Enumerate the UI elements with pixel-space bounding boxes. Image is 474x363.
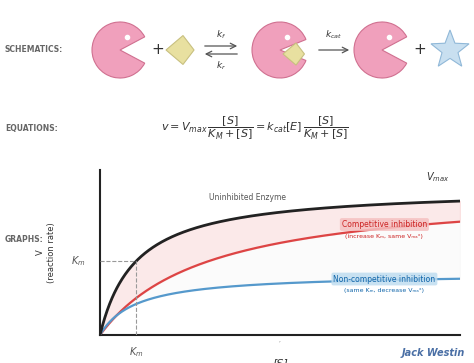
Text: +: + xyxy=(414,42,427,57)
Text: (same Kₘ, decrease Vₘₐˣ): (same Kₘ, decrease Vₘₐˣ) xyxy=(345,288,424,293)
Text: SCHEMATICS:: SCHEMATICS: xyxy=(5,45,63,54)
Text: Uninhibited Enzyme: Uninhibited Enzyme xyxy=(209,193,286,203)
Text: [S]: [S] xyxy=(272,358,288,363)
Wedge shape xyxy=(354,22,407,78)
Text: Jack Westin: Jack Westin xyxy=(401,348,465,358)
Text: GRAPHS:: GRAPHS: xyxy=(5,236,44,245)
Polygon shape xyxy=(166,36,194,65)
Text: $k_r$: $k_r$ xyxy=(216,59,226,72)
Text: $K_m$: $K_m$ xyxy=(129,345,143,359)
Text: Non-competitive inhibition: Non-competitive inhibition xyxy=(333,274,436,284)
Polygon shape xyxy=(283,43,304,65)
Text: $K_m$: $K_m$ xyxy=(71,254,86,268)
X-axis label: [S]: [S] xyxy=(279,340,281,342)
Text: V
(reaction rate): V (reaction rate) xyxy=(36,222,56,283)
Wedge shape xyxy=(252,22,306,78)
Text: $v = V_{max}\,\dfrac{[S]}{K_M + [S]}= k_{cat}[E]\,\dfrac{[S]}{K_M + [S]}$: $v = V_{max}\,\dfrac{[S]}{K_M + [S]}= k_… xyxy=(161,114,349,142)
Text: EQUATIONS:: EQUATIONS: xyxy=(5,123,58,132)
Text: $k_{cat}$: $k_{cat}$ xyxy=(325,29,343,41)
Text: Competitive inhibition: Competitive inhibition xyxy=(342,220,427,229)
Text: (increase Kₘ, same Vₘₐˣ): (increase Kₘ, same Vₘₐˣ) xyxy=(346,234,423,239)
Text: $V_{max}$: $V_{max}$ xyxy=(426,171,449,184)
Polygon shape xyxy=(431,30,469,66)
Text: $k_f$: $k_f$ xyxy=(216,29,226,41)
Text: +: + xyxy=(152,42,164,57)
Wedge shape xyxy=(92,22,145,78)
